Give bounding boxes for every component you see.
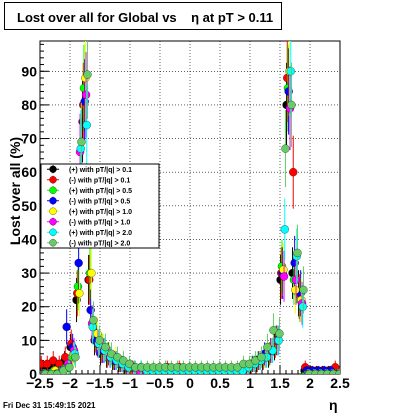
data-point [335, 369, 340, 374]
data-point [89, 316, 98, 325]
x-tick-label: 0.5 [210, 375, 230, 391]
y-tick-label: 40 [21, 231, 37, 247]
legend-label: (+) with pT/|q| > 0.1 [69, 167, 132, 174]
y-axis-label: Lost over all (%) [7, 137, 23, 245]
data-point [299, 285, 308, 295]
x-tick-label: 1 [246, 375, 254, 391]
data-point [263, 342, 272, 352]
x-tick-label: 1.5 [270, 375, 290, 391]
legend-marker [49, 197, 57, 205]
x-tick-label: −1.5 [86, 375, 114, 391]
data-point [287, 100, 296, 110]
y-tick-label: 90 [21, 63, 37, 79]
data-point [101, 342, 110, 352]
x-axis-label: η [329, 397, 338, 413]
y-tick-label: 80 [21, 97, 37, 113]
data-point [75, 289, 84, 298]
data-point [77, 137, 86, 147]
legend-label: (+) with pT/|q| > 0.5 [69, 188, 132, 195]
y-tick-label: 10 [21, 332, 37, 348]
legend-marker [49, 228, 57, 236]
data-point [73, 282, 83, 291]
data-point [289, 168, 298, 177]
x-tick-label: −2.5 [26, 375, 54, 391]
y-tick-label: 60 [21, 164, 37, 180]
x-tick-label: −0.5 [146, 375, 174, 391]
legend-label: (-) with pT/|q| > 0.5 [69, 198, 130, 205]
x-tick-label: 2 [306, 375, 314, 391]
timestamp-footer: Fri Dec 31 15:49:15 2021 [3, 401, 96, 410]
data-point [281, 144, 290, 153]
data-point [291, 285, 300, 295]
data-point [83, 70, 92, 79]
y-tick-label: 20 [21, 299, 37, 315]
data-point [74, 258, 83, 268]
legend-box [40, 163, 160, 249]
legend-marker [49, 165, 57, 173]
legend-label: (-) with pT/|q| > 1.0 [69, 219, 130, 226]
legend: (+) with pT/|q| > 0.1 (-) with pT/|q| > 0… [40, 163, 160, 249]
data-point [257, 353, 266, 362]
data-point [95, 336, 104, 345]
legend-marker [49, 207, 57, 215]
x-tick-label: −1 [122, 375, 138, 391]
data-point [71, 353, 80, 362]
data-point [298, 302, 307, 311]
legend-marker [49, 218, 57, 226]
chart-title: Lost over all for Global vs η at pT > 0.… [17, 10, 274, 25]
y-tick-label: 50 [21, 198, 37, 214]
data-point [279, 272, 289, 281]
data-point [62, 322, 71, 332]
data-point [280, 225, 289, 234]
legend-label: (-) with pT/|q| > 2.0 [69, 240, 130, 247]
x-tick-label: 2.5 [330, 375, 350, 391]
data-point [275, 329, 284, 338]
y-tick-label: 0 [29, 366, 37, 382]
x-tick-label: 0 [186, 375, 194, 391]
data-point [293, 248, 302, 258]
data-point [65, 363, 74, 372]
data-point [81, 90, 91, 99]
y-tick-label: 30 [21, 265, 37, 281]
data-point [291, 275, 301, 284]
title-box: Lost over all for Global vs η at pT > 0.… [4, 2, 282, 30]
x-tick-label: −2 [62, 375, 78, 391]
data-layer [40, 41, 340, 374]
legend-marker [49, 186, 57, 194]
legend-label: (+) with pT/|q| > 1.0 [69, 209, 132, 216]
y-tick-label: 70 [21, 131, 37, 147]
data-point [87, 268, 96, 278]
legend-label: (+) with pT/|q| > 2.0 [69, 230, 132, 237]
data-point [82, 120, 91, 130]
data-point [286, 67, 295, 76]
legend-marker [49, 176, 57, 184]
legend-label: (-) with pT/|q| > 0.1 [69, 177, 130, 184]
legend-marker [49, 239, 57, 247]
series-7 [41, 41, 340, 374]
